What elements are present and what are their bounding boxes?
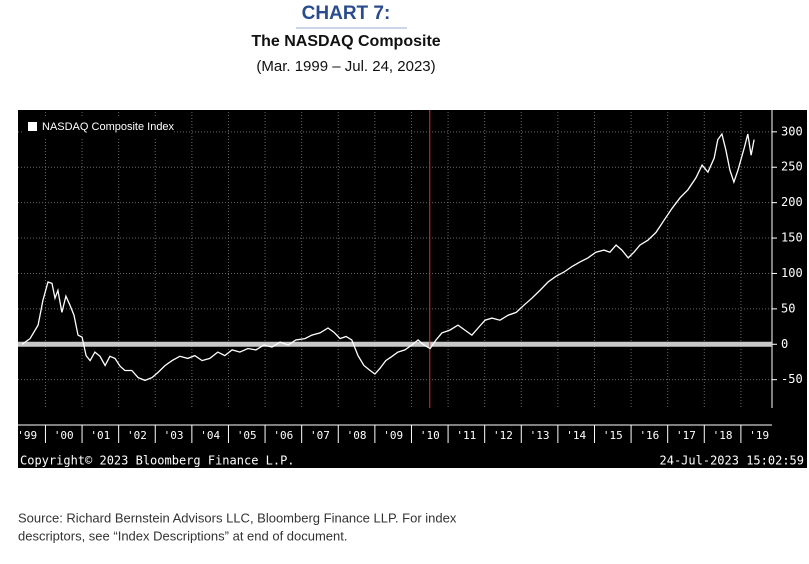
x-tick-label: '01 <box>90 429 110 442</box>
chart-subtitle: (Mar. 1999 – Jul. 24, 2023) <box>256 58 435 75</box>
chart-label: CHART 7: <box>302 3 391 24</box>
plot: -50 0 50 100 150 200 250 300 '99 '00 '01 '02 '03 '04 '… <box>17 110 803 443</box>
chart-panel <box>18 110 807 468</box>
x-tick-label: '12 <box>493 429 513 442</box>
x-tick-label: '08 <box>347 429 367 442</box>
y-tick-label: 100 <box>781 266 803 280</box>
x-tick-label: '15 <box>603 429 623 442</box>
legend-swatch <box>28 122 37 131</box>
x-tick-label: '19 <box>749 429 769 442</box>
legend-label: NASDAQ Composite Index <box>42 121 175 133</box>
x-tick-label: '99 <box>17 429 37 442</box>
series-line <box>21 132 755 382</box>
x-tick-label: '06 <box>273 429 293 442</box>
x-tick-label: '04 <box>200 429 220 442</box>
x-tick-label: '00 <box>54 429 74 442</box>
y-tick-label: 200 <box>781 195 803 209</box>
x-tick-label: '10 <box>420 429 440 442</box>
x-tick-label: '07 <box>310 429 330 442</box>
y-tick-label: 300 <box>781 124 803 138</box>
y-tick-label: 50 <box>781 301 795 315</box>
y-tick-label: 150 <box>781 231 803 245</box>
x-tick-label: '03 <box>164 429 184 442</box>
timestamp: 24-Jul-2023 15:02:59 <box>660 454 805 468</box>
copyright: Copyright© 2023 Bloomberg Finance L.P. <box>20 454 295 468</box>
x-tick-label: '02 <box>127 429 147 442</box>
source-line: Source: Richard Bernstein Advisors LLC, … <box>18 510 457 525</box>
x-tick-label: '18 <box>713 429 733 442</box>
y-tick-label: 0 <box>781 337 788 351</box>
source-line: descriptors, see “Index Descriptions” at… <box>18 528 348 543</box>
x-tick-label: '14 <box>566 429 586 442</box>
y-tick-label: -50 <box>781 372 803 386</box>
x-tick-label: '17 <box>676 429 696 442</box>
x-tick-label: '13 <box>530 429 550 442</box>
legend-box <box>22 116 172 138</box>
x-tick-label: '16 <box>639 429 659 442</box>
x-tick-label: '05 <box>237 429 257 442</box>
y-tick-label: 250 <box>781 160 803 174</box>
chart-title: The NASDAQ Composite <box>251 33 440 50</box>
x-tick-label: '09 <box>383 429 403 442</box>
x-tick-label: '11 <box>456 429 476 442</box>
